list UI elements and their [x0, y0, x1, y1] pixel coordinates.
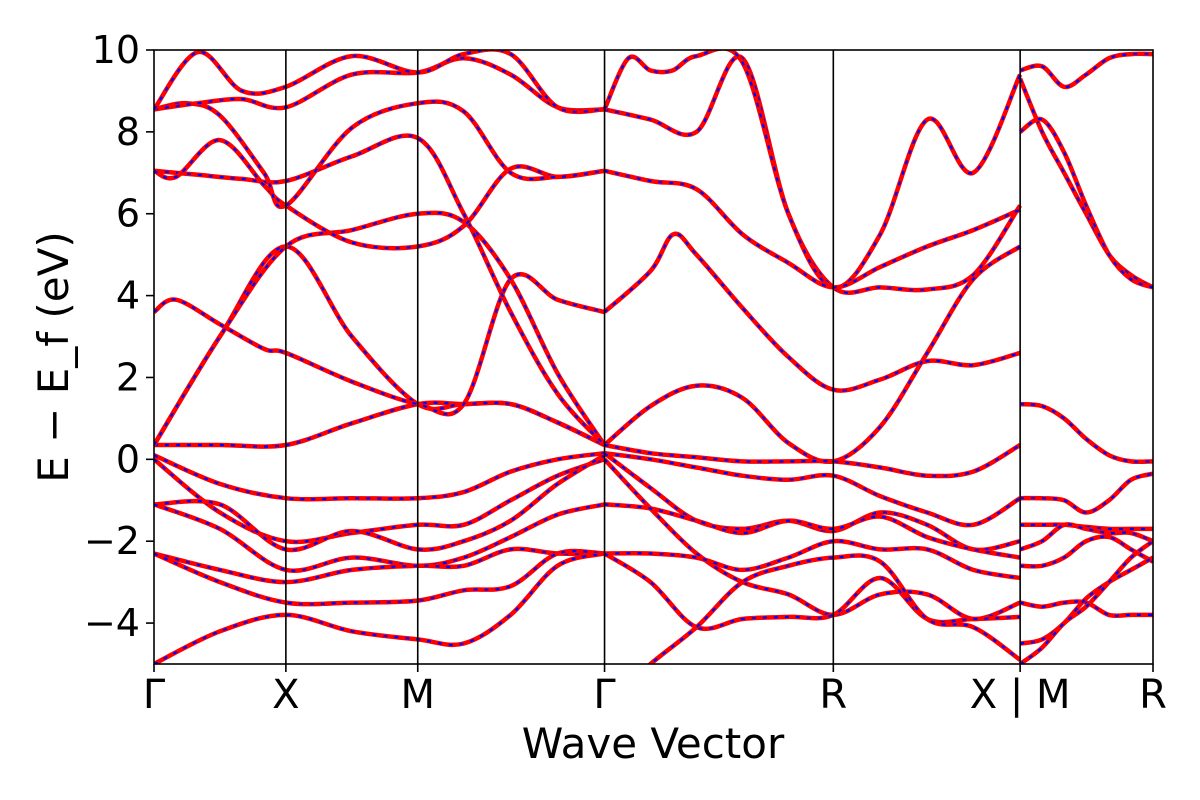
- band-line-overlay-33: [1020, 403, 1153, 463]
- band-line-19: [604, 168, 1022, 290]
- y-tick-label-2: −2: [84, 519, 140, 563]
- band-line-overlay-26: [604, 503, 1021, 559]
- x-tick-group: Γ X M Γ R X | M R: [143, 664, 1167, 718]
- band-line-1: [154, 400, 606, 449]
- high-symmetry-lines-group: [285, 50, 1021, 664]
- band-line-29: [647, 553, 1022, 664]
- band-line-20: [603, 231, 1021, 393]
- band-line-overlay-10: [154, 452, 605, 501]
- band-line-5: [154, 133, 607, 447]
- band-line-9: [154, 50, 605, 115]
- band-line-overlay-32: [1019, 52, 1153, 88]
- x-tick-label-7: R: [1139, 672, 1167, 718]
- band-line-overlay-25: [603, 458, 1021, 621]
- y-tick-label-3: 0: [116, 437, 140, 481]
- band-line-overlay-8: [154, 57, 605, 112]
- band-line-overlay-27: [604, 539, 1021, 580]
- x-tick-label-2: X: [272, 672, 299, 718]
- band-line-39: [1019, 555, 1153, 646]
- band-line-overlay-31: [1019, 117, 1153, 289]
- y-tick-label-1: −4: [84, 601, 140, 645]
- band-line-overlay-16: [154, 552, 605, 664]
- band-line-overlay-36: [1019, 523, 1153, 551]
- band-line-overlay-7: [154, 100, 605, 208]
- band-line-overlay-17: [604, 55, 1022, 294]
- y-tick-label-8: 10: [92, 28, 140, 72]
- band-line-overlay-30: [1019, 78, 1153, 289]
- band-line-overlay-12: [154, 454, 606, 552]
- band-line-4: [154, 210, 607, 447]
- x-tick-label-3: M: [400, 672, 435, 718]
- y-tick-label-7: 8: [116, 110, 140, 154]
- x-tick-label-1: Γ: [143, 672, 166, 718]
- band-line-overlay-9: [154, 50, 605, 114]
- band-line-overlay-37: [1020, 535, 1153, 568]
- band-line-33: [1019, 401, 1153, 465]
- y-tick-label-6: 6: [116, 192, 140, 236]
- band-line-overlay-15: [154, 549, 605, 606]
- band-line-32: [1019, 51, 1153, 90]
- band-line-overlay-38: [1019, 600, 1153, 617]
- band-line-overlay-22: [604, 443, 1021, 478]
- band-line-overlay-20: [603, 232, 1021, 392]
- band-line-overlay-40: [1019, 540, 1153, 664]
- band-line-17: [604, 54, 1022, 295]
- y-tick-label-4: 2: [116, 355, 140, 399]
- x-axis-label: Wave Vector: [522, 719, 785, 768]
- band-line-overlay-29: [648, 554, 1021, 664]
- band-line-overlay-1: [154, 401, 605, 448]
- band-line-31: [1018, 116, 1153, 290]
- band-line-overlay-11: [154, 458, 605, 544]
- band-line-overlay-24: [603, 452, 1021, 551]
- band-line-30: [1018, 77, 1153, 290]
- band-line-overlay-18: [603, 50, 1022, 289]
- band-line-10: [154, 450, 605, 502]
- band-line-14: [154, 546, 605, 585]
- band-line-overlay-34: [1020, 472, 1153, 514]
- band-line-34: [1020, 471, 1153, 515]
- band-line-18: [602, 50, 1023, 290]
- band-line-7: [154, 99, 605, 210]
- x-tick-label-6: X | M: [970, 672, 1071, 718]
- x-tick-label-5: R: [819, 672, 847, 718]
- band-line-overlay-6: [154, 139, 605, 250]
- y-tick-group: −4 −2 0 2 4 6 8 10: [84, 28, 154, 645]
- band-line-overlay-5: [154, 134, 606, 446]
- band-line-25: [602, 457, 1021, 622]
- band-line-overlay-23: [604, 452, 1021, 527]
- band-lines-group: [154, 50, 1153, 664]
- plot-frame: [153, 49, 1154, 665]
- x-tick-label-4: Γ: [593, 672, 616, 718]
- band-line-6: [154, 137, 605, 251]
- band-line-12: [154, 453, 606, 553]
- band-line-overlay-39: [1019, 556, 1153, 645]
- band-line-3: [154, 271, 606, 417]
- band-line-overlay-28: [603, 552, 1021, 630]
- y-tick-label-5: 4: [116, 274, 140, 318]
- y-axis-label: E − E_f (eV): [29, 231, 78, 482]
